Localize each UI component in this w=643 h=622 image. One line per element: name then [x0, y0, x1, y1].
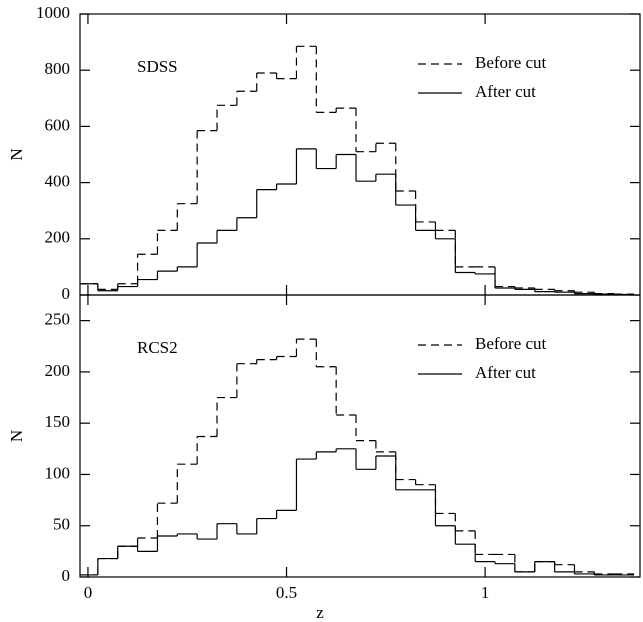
- legend-label: Before cut: [475, 53, 547, 72]
- y-tick-label: 400: [45, 172, 71, 191]
- y-tick-label: 250: [45, 310, 71, 329]
- y-tick-label: 150: [45, 412, 71, 431]
- y-axis-label: N: [7, 148, 26, 160]
- x-axis-label: z: [316, 603, 324, 622]
- legend-label: After cut: [475, 363, 536, 382]
- x-tick-label: 1: [481, 583, 490, 602]
- y-tick-label: 0: [62, 284, 71, 303]
- y-tick-label: 100: [45, 463, 71, 482]
- panel-label: RCS2: [137, 338, 178, 357]
- y-tick-label: 0: [62, 566, 71, 585]
- plot-frame: [79, 294, 641, 578]
- y-tick-label: 200: [45, 361, 71, 380]
- legend-label: After cut: [475, 82, 536, 101]
- y-tick-label: 600: [45, 115, 71, 134]
- y-tick-label: 200: [45, 228, 71, 247]
- y-tick-label: 800: [45, 59, 71, 78]
- legend-label: Before cut: [475, 334, 547, 353]
- y-tick-label: 50: [53, 515, 70, 534]
- x-tick-label: 0: [84, 583, 93, 602]
- y-axis-label: N: [7, 430, 26, 442]
- panel-label: SDSS: [137, 57, 178, 76]
- y-tick-label: 1000: [36, 3, 70, 22]
- x-tick-label: 0.5: [276, 583, 297, 602]
